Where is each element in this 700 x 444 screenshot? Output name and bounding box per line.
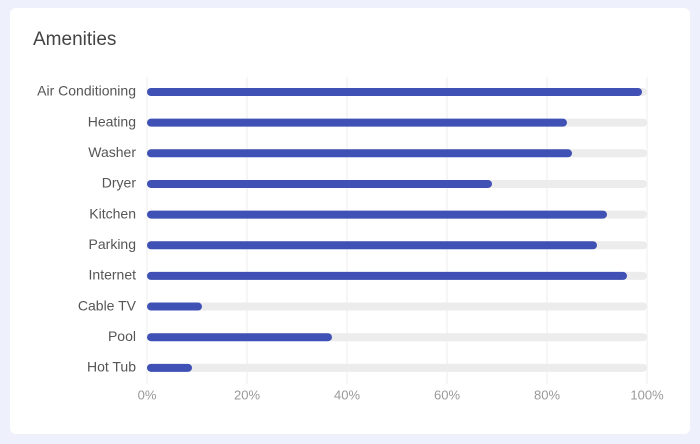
bar [147,333,332,342]
bar [147,88,642,96]
y-tick-label: Pool [108,328,136,344]
x-tick-label: 100% [630,387,664,402]
bar [147,179,492,188]
bar [147,271,627,280]
card [10,8,690,434]
y-tick-label: Hot Tub [87,359,136,375]
x-tick-label: 0% [138,387,157,402]
x-tick-label: 60% [434,387,460,402]
x-tick-label: 40% [334,387,360,402]
bar [147,302,202,311]
bar [147,149,572,158]
y-tick-label: Washer [88,144,136,160]
bar [147,363,192,372]
bar [147,210,607,219]
y-tick-label: Internet [89,267,137,283]
chart-title: Amenities [33,29,116,50]
bar [147,241,597,250]
x-tick-label: 20% [234,387,260,402]
y-tick-label: Kitchen [89,205,136,221]
bar-track [147,302,647,311]
bar-track [147,363,647,372]
y-tick-label: Parking [89,236,136,252]
y-tick-label: Heating [88,113,136,129]
x-tick-label: 80% [534,387,560,402]
y-tick-label: Air Conditioning [37,83,136,99]
y-tick-label: Cable TV [78,297,137,313]
bar [147,118,567,127]
y-tick-label: Dryer [102,175,137,191]
